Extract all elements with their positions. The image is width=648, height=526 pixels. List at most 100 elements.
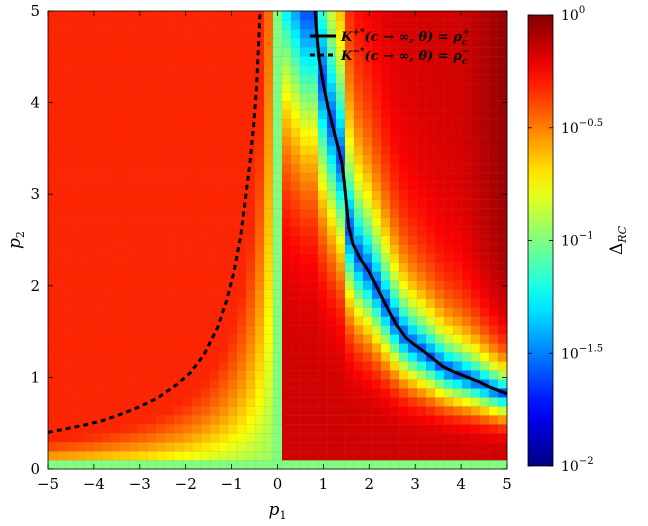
heatmap-cell (137, 450, 148, 461)
heatmap-cell (173, 387, 184, 398)
heatmap-cell (218, 181, 229, 192)
heatmap-cell (308, 396, 319, 407)
heatmap-cell (65, 352, 76, 362)
heatmap-cell (65, 28, 76, 39)
heatmap-cell (362, 118, 373, 129)
heatmap-cell (317, 459, 328, 470)
heatmap-cell (407, 163, 418, 174)
heatmap-cell (182, 73, 193, 84)
heatmap-cell (173, 118, 184, 129)
heatmap-cell (155, 423, 166, 434)
heatmap-cell (164, 235, 175, 245)
heatmap-cell (218, 262, 229, 272)
heatmap-cell (182, 316, 193, 326)
heatmap-cell (164, 450, 175, 461)
heatmap-cell (47, 352, 58, 362)
heatmap-cell (344, 172, 355, 183)
heatmap-cell (254, 199, 265, 210)
heatmap-cell (191, 334, 202, 344)
heatmap-cell (326, 298, 337, 308)
heatmap-cell (209, 172, 220, 183)
heatmap-cell (425, 244, 436, 254)
heatmap-cell (452, 91, 463, 102)
heatmap-cell (434, 73, 445, 84)
heatmap-cell (65, 379, 76, 389)
heatmap-cell (128, 432, 139, 443)
heatmap-cell (47, 55, 58, 66)
heatmap-cell (335, 271, 346, 281)
heatmap-cell (92, 325, 103, 335)
heatmap-cell (119, 136, 130, 147)
heatmap-cell (191, 289, 202, 299)
heatmap-cell (443, 262, 454, 272)
heatmap-cell (443, 459, 454, 470)
heatmap-cell (119, 109, 130, 120)
heatmap-cell (74, 136, 85, 147)
heatmap-cell (497, 235, 508, 245)
heatmap-cell (254, 217, 265, 228)
heatmap-cell (164, 181, 175, 192)
heatmap-cell (434, 19, 445, 30)
heatmap-cell (398, 190, 409, 201)
heatmap-cell (191, 262, 202, 272)
heatmap-cell (110, 217, 121, 228)
heatmap-cell (245, 459, 256, 470)
heatmap-cell (380, 361, 391, 371)
heatmap-cell (74, 154, 85, 165)
heatmap-cell (182, 262, 193, 272)
heatmap-cell (56, 352, 67, 362)
heatmap-cell (272, 217, 283, 228)
heatmap-cell (443, 352, 454, 362)
heatmap-cell (227, 199, 238, 210)
heatmap-cell (83, 280, 94, 290)
heatmap-cell (128, 280, 139, 290)
heatmap-cell (398, 118, 409, 129)
heatmap-cell (488, 423, 499, 434)
heatmap-cell (236, 109, 247, 120)
x-axis-ticks: −5 −4 −3 −2 −1 0 1 2 3 4 5 (37, 11, 512, 493)
heatmap-cell (317, 199, 328, 210)
heatmap-cell (101, 325, 112, 335)
heatmap-cell (164, 82, 175, 93)
heatmap-cell (254, 226, 265, 237)
heatmap-cell (272, 361, 283, 371)
heatmap-cell (272, 118, 283, 129)
heatmap-cell (371, 154, 382, 165)
heatmap-cell (56, 387, 67, 398)
heatmap-cell (74, 414, 85, 425)
heatmap-cell (488, 298, 499, 308)
heatmap-cell (299, 172, 310, 183)
heatmap-cell (398, 235, 409, 245)
heatmap-cell (371, 307, 382, 317)
heatmap-cell (218, 387, 229, 398)
heatmap-cell (263, 109, 274, 120)
heatmap-cell (362, 127, 373, 138)
heatmap-cell (164, 226, 175, 237)
heatmap-cell (92, 190, 103, 201)
heatmap-cell (326, 262, 337, 272)
heatmap-cell (416, 361, 427, 371)
heatmap-cell (389, 199, 400, 210)
heatmap-cell (317, 217, 328, 228)
heatmap-cell (146, 154, 157, 165)
heatmap-cell (371, 109, 382, 120)
heatmap-cell (209, 199, 220, 210)
heatmap-cell (479, 100, 490, 111)
heatmap-cell (101, 262, 112, 272)
heatmap-cell (146, 82, 157, 93)
heatmap-cell (299, 118, 310, 129)
heatmap-cell (488, 325, 499, 335)
heatmap-cell (200, 199, 211, 210)
heatmap-cell (371, 10, 382, 21)
heatmap-cell (416, 307, 427, 317)
heatmap-cell (353, 334, 364, 344)
heatmap-cell (65, 190, 76, 201)
heatmap-cell (155, 361, 166, 371)
heatmap-cell (110, 343, 121, 353)
heatmap-cell (434, 432, 445, 443)
heatmap-cell (461, 217, 472, 228)
heatmap-cell (74, 379, 85, 389)
heatmap-cell (155, 316, 166, 326)
heatmap-cell (290, 91, 301, 102)
heatmap-cell (245, 199, 256, 210)
